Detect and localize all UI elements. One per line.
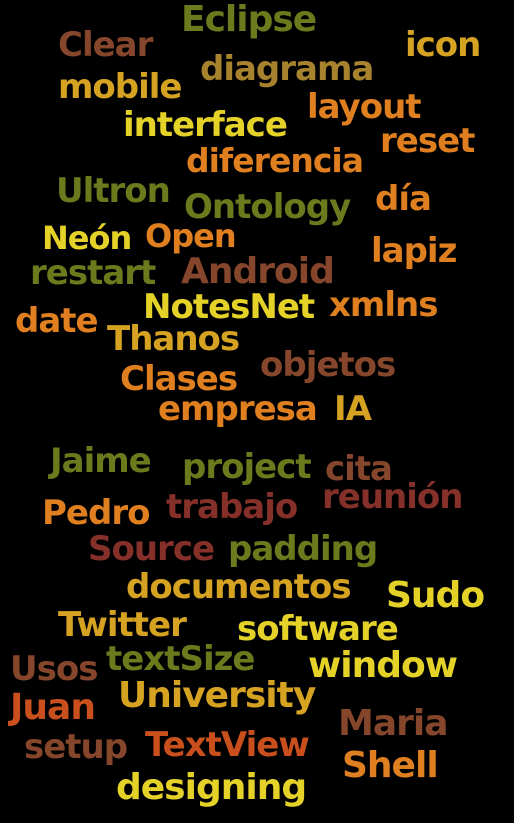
word-project: project xyxy=(182,447,312,487)
word-setup: setup xyxy=(24,727,128,767)
word-notesnet: NotesNet xyxy=(143,287,315,327)
word-clases: Clases xyxy=(120,359,238,399)
word-pedro: Pedro xyxy=(42,493,150,533)
word-university: University xyxy=(118,675,316,716)
word-neon: Neón xyxy=(42,219,132,257)
word-xmlns: xmlns xyxy=(329,285,438,325)
word-window: window xyxy=(308,645,458,686)
word-thanos: Thanos xyxy=(107,319,240,359)
word-jaime: Jaime xyxy=(50,441,152,481)
word-diferencia: diferencia xyxy=(186,141,364,180)
word-trabajo: trabajo xyxy=(166,487,298,527)
word-ontology: Ontology xyxy=(184,187,351,227)
word-android: Android xyxy=(181,251,335,292)
word-objetos: objetos xyxy=(260,345,396,385)
word-interface: interface xyxy=(123,105,288,145)
word-textview: TextView xyxy=(145,725,310,765)
word-reset: reset xyxy=(380,121,475,161)
word-clear: Clear xyxy=(58,25,153,65)
word-source: Source xyxy=(88,529,215,569)
word-maria: Maria xyxy=(338,703,449,744)
word-textsize: textSize xyxy=(106,639,255,679)
word-mobile: mobile xyxy=(58,67,182,107)
word-layout: layout xyxy=(307,87,422,127)
word-sudo: Sudo xyxy=(386,575,485,616)
word-ia: IA xyxy=(334,389,372,429)
word-dia: día xyxy=(375,179,432,219)
word-designing: designing xyxy=(116,767,307,808)
word-twitter: Twitter xyxy=(58,605,187,645)
word-empresa: empresa xyxy=(158,389,318,429)
word-ultron: Ultron xyxy=(56,171,171,211)
word-eclipse: Eclipse xyxy=(181,0,317,40)
word-juan: Juan xyxy=(10,687,96,728)
word-date: date xyxy=(15,301,99,341)
word-documentos: documentos xyxy=(126,567,352,607)
word-open: Open xyxy=(145,217,237,255)
word-cita: cita xyxy=(325,449,393,489)
word-padding: padding xyxy=(228,529,378,569)
word-icon: icon xyxy=(405,25,481,65)
word-diagrama: diagrama xyxy=(200,49,374,89)
word-software: software xyxy=(237,609,399,649)
word-lapiz: lapiz xyxy=(371,231,457,271)
word-usos: Usos xyxy=(10,649,98,689)
word-shell: Shell xyxy=(342,745,439,786)
word-restart: restart xyxy=(30,253,156,293)
word-reunion: reunión xyxy=(322,477,463,517)
